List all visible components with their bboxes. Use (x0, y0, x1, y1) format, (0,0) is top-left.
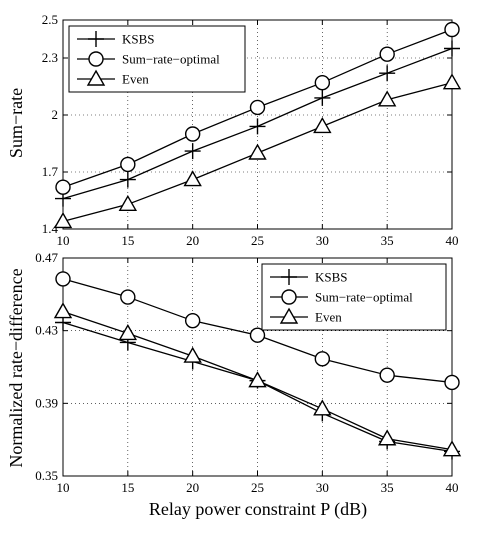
data-point (248, 371, 267, 388)
bottom-y-axis-label: Normalized rate−difference (6, 268, 26, 467)
data-point (314, 89, 331, 106)
data-point (53, 302, 73, 319)
data-point (184, 312, 201, 329)
series-triangle (53, 302, 462, 457)
legend-entry-label: KSBS (122, 32, 155, 47)
data-point (444, 21, 460, 38)
y-tick-label: 2.5 (42, 12, 58, 27)
data-point (55, 271, 71, 287)
legend-marker (86, 69, 106, 86)
x-tick-label: 35 (381, 233, 394, 248)
x-tick-label: 10 (57, 233, 70, 248)
data-point (379, 46, 395, 62)
data-point (377, 90, 397, 107)
data-point (249, 118, 266, 135)
data-point (444, 40, 460, 57)
legend-entry-label: Sum−rate−optimal (122, 52, 220, 67)
legend-marker (88, 51, 104, 67)
data-point (120, 289, 136, 305)
data-point (248, 143, 267, 160)
data-point (314, 351, 331, 367)
y-tick-label: 1.7 (42, 164, 59, 179)
legend-marker (279, 307, 299, 324)
x-tick-label: 25 (251, 480, 264, 495)
series-circle (55, 271, 460, 391)
data-point (379, 367, 395, 383)
y-tick-label: 2.3 (42, 50, 58, 65)
sum-rate-plot: 10 15 20 25 30 35 40 1.4 1.7 2 2.3 2.5 KSBS Sum−rate−… (42, 12, 462, 248)
y-tick-label: 0.47 (35, 250, 58, 265)
data-point (444, 374, 460, 391)
y-tick-label: 1.4 (42, 221, 59, 236)
y-tick-label: 2 (52, 107, 59, 122)
data-point (377, 429, 397, 446)
legend-entry-label: Sum−rate−optimal (315, 290, 413, 305)
x-tick-label: 30 (316, 233, 329, 248)
data-point (183, 170, 202, 187)
x-tick-label: 10 (57, 480, 70, 495)
data-point (249, 327, 266, 343)
top-y-axis-label: Sum−rate (6, 88, 26, 158)
data-point (118, 194, 138, 211)
data-point (118, 323, 138, 341)
series-plus (55, 40, 460, 207)
data-point (55, 179, 71, 195)
data-point (313, 399, 332, 416)
x-tick-label: 20 (186, 480, 199, 495)
x-tick-label: 40 (446, 480, 459, 495)
legend-entry-label: KSBS (315, 270, 348, 285)
legend: KSBS Sum−rate−optimal Even (68, 25, 246, 93)
x-tick-label: 15 (121, 233, 134, 248)
x-tick-label: 40 (446, 233, 459, 248)
rate-difference-plot: 10 15 20 25 30 35 40 0.35 0.39 0.43 0.47 KSBS Sum−ra… (35, 250, 462, 495)
data-point (314, 74, 331, 91)
data-point (442, 73, 462, 90)
data-point (119, 171, 136, 188)
x-tick-label: 30 (316, 480, 329, 495)
data-point (183, 346, 202, 363)
data-point (120, 156, 136, 173)
data-point (53, 211, 73, 229)
x-tick-label: 35 (381, 480, 394, 495)
legend-entry-label: Even (122, 72, 149, 87)
x-tick-label: 15 (121, 480, 134, 495)
data-point (184, 143, 201, 160)
series-circle (55, 21, 460, 195)
legend-marker (88, 31, 104, 47)
y-tick-label: 0.43 (35, 323, 58, 338)
data-point (184, 126, 201, 142)
data-point (442, 440, 462, 457)
data-point (249, 99, 266, 116)
legend: KSBS Sum−rate−optimal Even (261, 263, 447, 331)
data-point (379, 65, 396, 82)
data-point (313, 116, 332, 134)
y-tick-label: 0.35 (35, 468, 58, 483)
x-tick-label: 25 (251, 233, 264, 248)
legend-marker (281, 269, 297, 285)
legend-marker (281, 289, 297, 305)
series-triangle (53, 73, 462, 229)
x-axis-label: Relay power constraint P (dB) (149, 499, 367, 520)
y-tick-label: 0.39 (35, 395, 58, 410)
legend-entry-label: Even (315, 310, 342, 325)
x-tick-label: 20 (186, 233, 199, 248)
